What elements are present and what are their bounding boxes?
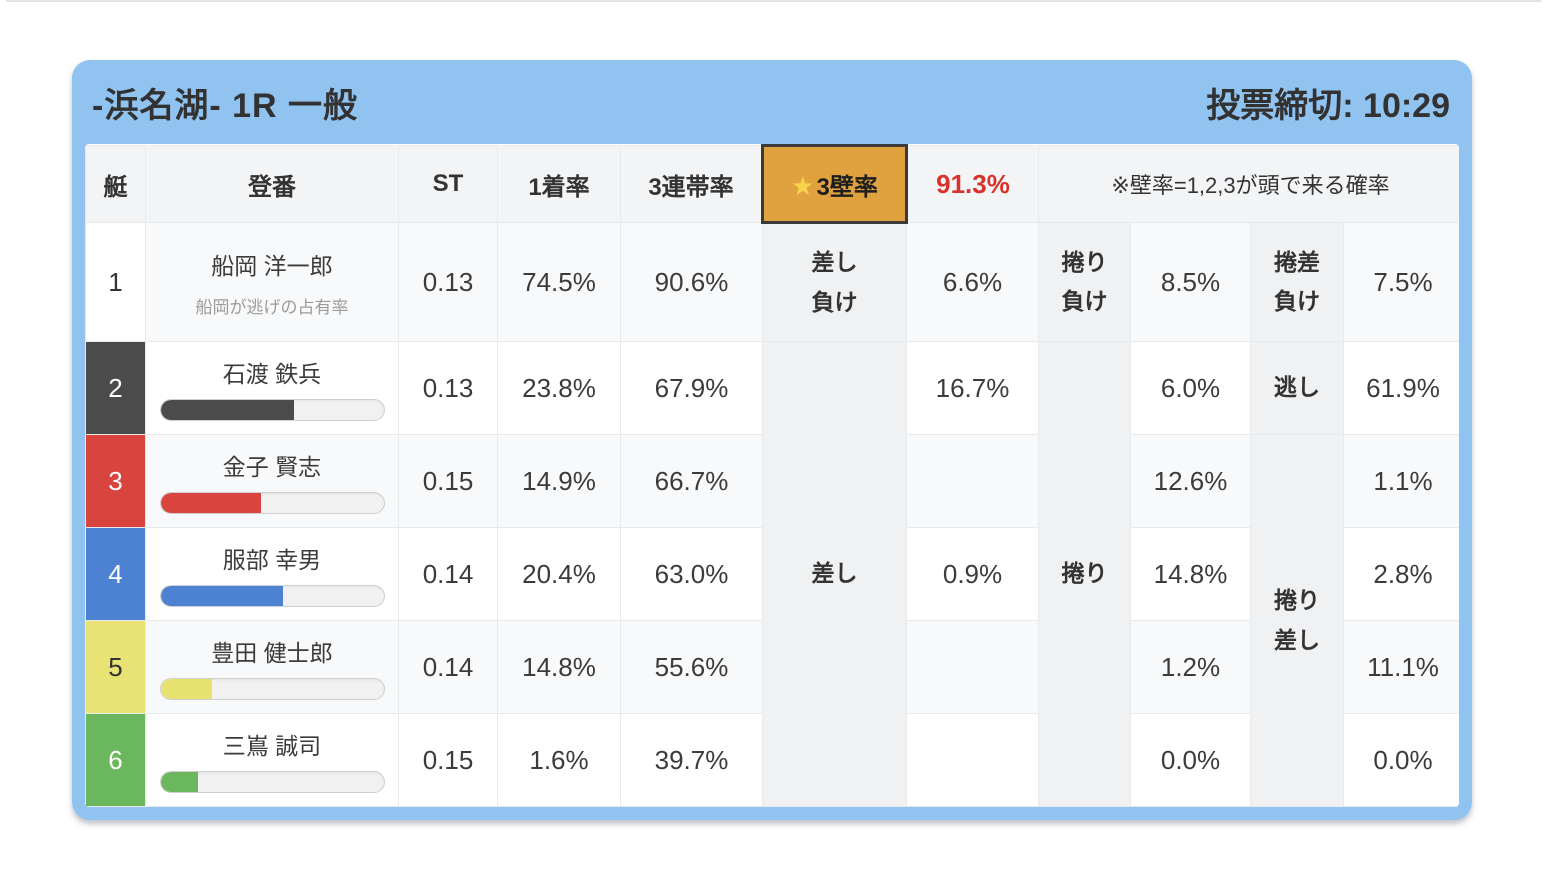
win1-value: 1.6%: [497, 713, 621, 807]
kimarite-value: 11.1%: [1342, 620, 1459, 714]
kimarite-value: 14.8%: [1130, 527, 1251, 621]
racer-name: 豊田 健士郎: [211, 640, 333, 666]
rate-bar-fill: [160, 400, 295, 420]
boat-number: 6: [85, 713, 146, 807]
top3-value: 63.0%: [620, 527, 763, 621]
kimarite-value: 6.6%: [906, 222, 1039, 342]
kimarite-label: 差し 負け: [762, 222, 907, 342]
kimarite-value: 7.5%: [1342, 222, 1459, 342]
rate-bar-fill: [160, 493, 261, 513]
top3-value: 66.7%: [620, 434, 763, 528]
st-value: 0.14: [398, 620, 498, 714]
kimarite-value: 2.8%: [1342, 527, 1459, 621]
previous-card-edge: [6, 0, 1541, 10]
racer-name: 三嶌 誠司: [222, 733, 322, 759]
vote-deadline: 投票締切: 10:29: [1206, 86, 1450, 125]
top3-value: 67.9%: [620, 341, 763, 435]
race-title: -浜名湖- 1R 一般: [92, 86, 358, 125]
racer-subtitle: 船岡が逃げの占有率: [195, 297, 349, 317]
boat-number: 4: [85, 527, 146, 621]
st-value: 0.13: [398, 341, 498, 435]
kimarite-value: 1.2%: [1130, 620, 1251, 714]
racer-cell: 石渡 鉄兵: [145, 341, 399, 435]
win1-value: 23.8%: [497, 341, 621, 435]
kimarite-value: 1.1%: [1342, 434, 1459, 528]
racer-name: 石渡 鉄兵: [222, 361, 322, 387]
kabe-rate-note: ※壁率=1,2,3が頭で来る確率: [1037, 145, 1459, 223]
race-table-wrap: 艇 登番 ST 1着率 3連帯率 ★3壁率 91.3% ※壁率=1,2,3が頭で…: [85, 144, 1459, 807]
racer-cell: 船岡 洋一郎 船岡が逃げの占有率: [145, 222, 399, 342]
table-row: 4 服部 幸男 0.14 20.4% 63.0% 0.9% 14.8% 2.8%: [85, 527, 1459, 621]
rate-bar-fill: [160, 679, 212, 699]
boat-number: 3: [85, 434, 146, 528]
top3-value: 90.6%: [620, 222, 763, 342]
kimarite-value: 8.5%: [1130, 222, 1251, 342]
st-value: 0.13: [398, 222, 498, 342]
racer-cell: 服部 幸男: [145, 527, 399, 621]
star-icon: ★: [791, 170, 815, 201]
kabe-rate-value: 91.3%: [906, 145, 1039, 223]
win1-value: 74.5%: [497, 222, 621, 342]
racer-cell: 金子 賢志: [145, 434, 399, 528]
kimarite-label-makurizashi: 捲り 差し: [1250, 434, 1344, 807]
st-value: 0.15: [398, 434, 498, 528]
table-row: 6 三嶌 誠司 0.15 1.6% 39.7% 0.0% 0.0%: [85, 713, 1459, 807]
table-row: 1 船岡 洋一郎 船岡が逃げの占有率 0.13 74.5% 90.6% 差し 負け…: [85, 222, 1459, 342]
kimarite-value: [906, 434, 1039, 528]
kimarite-label-nigashi: 逃し: [1250, 341, 1344, 435]
col-header-st: ST: [398, 145, 498, 223]
kimarite-value: 16.7%: [906, 341, 1039, 435]
table-row: 5 豊田 健士郎 0.14 14.8% 55.6% 1.2% 11.1%: [85, 620, 1459, 714]
win1-value: 14.8%: [497, 620, 621, 714]
st-value: 0.14: [398, 527, 498, 621]
racer-cell: 三嶌 誠司: [145, 713, 399, 807]
kimarite-value: 0.0%: [1130, 713, 1251, 807]
st-value: 0.15: [398, 713, 498, 807]
win1-value: 14.9%: [497, 434, 621, 528]
col-header-win1: 1着率: [497, 145, 621, 223]
rate-bar-fill: [160, 586, 284, 606]
rate-bar: [159, 399, 385, 421]
racer-cell: 豊田 健士郎: [145, 620, 399, 714]
table-row: 2 石渡 鉄兵 0.13 23.8% 67.9% 差し 16.7% 捲り 6.0…: [85, 341, 1459, 807]
racer-name: 船岡 洋一郎: [211, 252, 333, 279]
table-header-row: 艇 登番 ST 1着率 3連帯率 ★3壁率 91.3% ※壁率=1,2,3が頭で…: [85, 144, 1459, 224]
kimarite-label-makuri: 捲り: [1038, 341, 1131, 807]
racer-name: 服部 幸男: [222, 547, 322, 573]
boat-number: 1: [85, 222, 146, 342]
rate-bar: [159, 492, 385, 514]
rate-bar: [159, 585, 385, 607]
race-table: 艇 登番 ST 1着率 3連帯率 ★3壁率 91.3% ※壁率=1,2,3が頭で…: [85, 144, 1459, 807]
win1-value: 20.4%: [497, 527, 621, 621]
kimarite-label: 捲り 負け: [1038, 222, 1131, 342]
kimarite-value: 12.6%: [1130, 434, 1251, 528]
kabe-rate-highlight: ★3壁率: [761, 144, 908, 224]
kimarite-value: 61.9%: [1342, 341, 1459, 435]
kimarite-value: 0.9%: [906, 527, 1039, 621]
kimarite-value: [906, 713, 1039, 807]
boat-number: 2: [85, 341, 146, 435]
kimarite-label: 捲差 負け: [1250, 222, 1344, 342]
top3-value: 39.7%: [620, 713, 763, 807]
top3-value: 55.6%: [620, 620, 763, 714]
race-card-header: -浜名湖- 1R 一般 投票締切: 10:29: [72, 60, 1472, 144]
table-row: 3 金子 賢志 0.15 14.9% 66.7% 12.6% 捲り 差し 1.1%: [85, 434, 1459, 807]
col-header-racer: 登番: [145, 145, 399, 223]
col-header-top3: 3連帯率: [620, 145, 763, 223]
kimarite-value: [906, 620, 1039, 714]
boat-number: 5: [85, 620, 146, 714]
kimarite-value: 6.0%: [1130, 341, 1251, 435]
kimarite-label-sashi: 差し: [762, 341, 907, 807]
rate-bar: [159, 771, 385, 793]
col-header-boat: 艇: [85, 145, 146, 223]
rate-bar: [159, 678, 385, 700]
racer-name: 金子 賢志: [222, 454, 322, 480]
kabe-rate-label: 3壁率: [816, 173, 878, 201]
rate-bar-fill: [160, 772, 199, 792]
kimarite-value: 0.0%: [1342, 713, 1459, 807]
race-card: -浜名湖- 1R 一般 投票締切: 10:29 艇 登番 ST 1着率 3連帯率…: [72, 60, 1472, 820]
